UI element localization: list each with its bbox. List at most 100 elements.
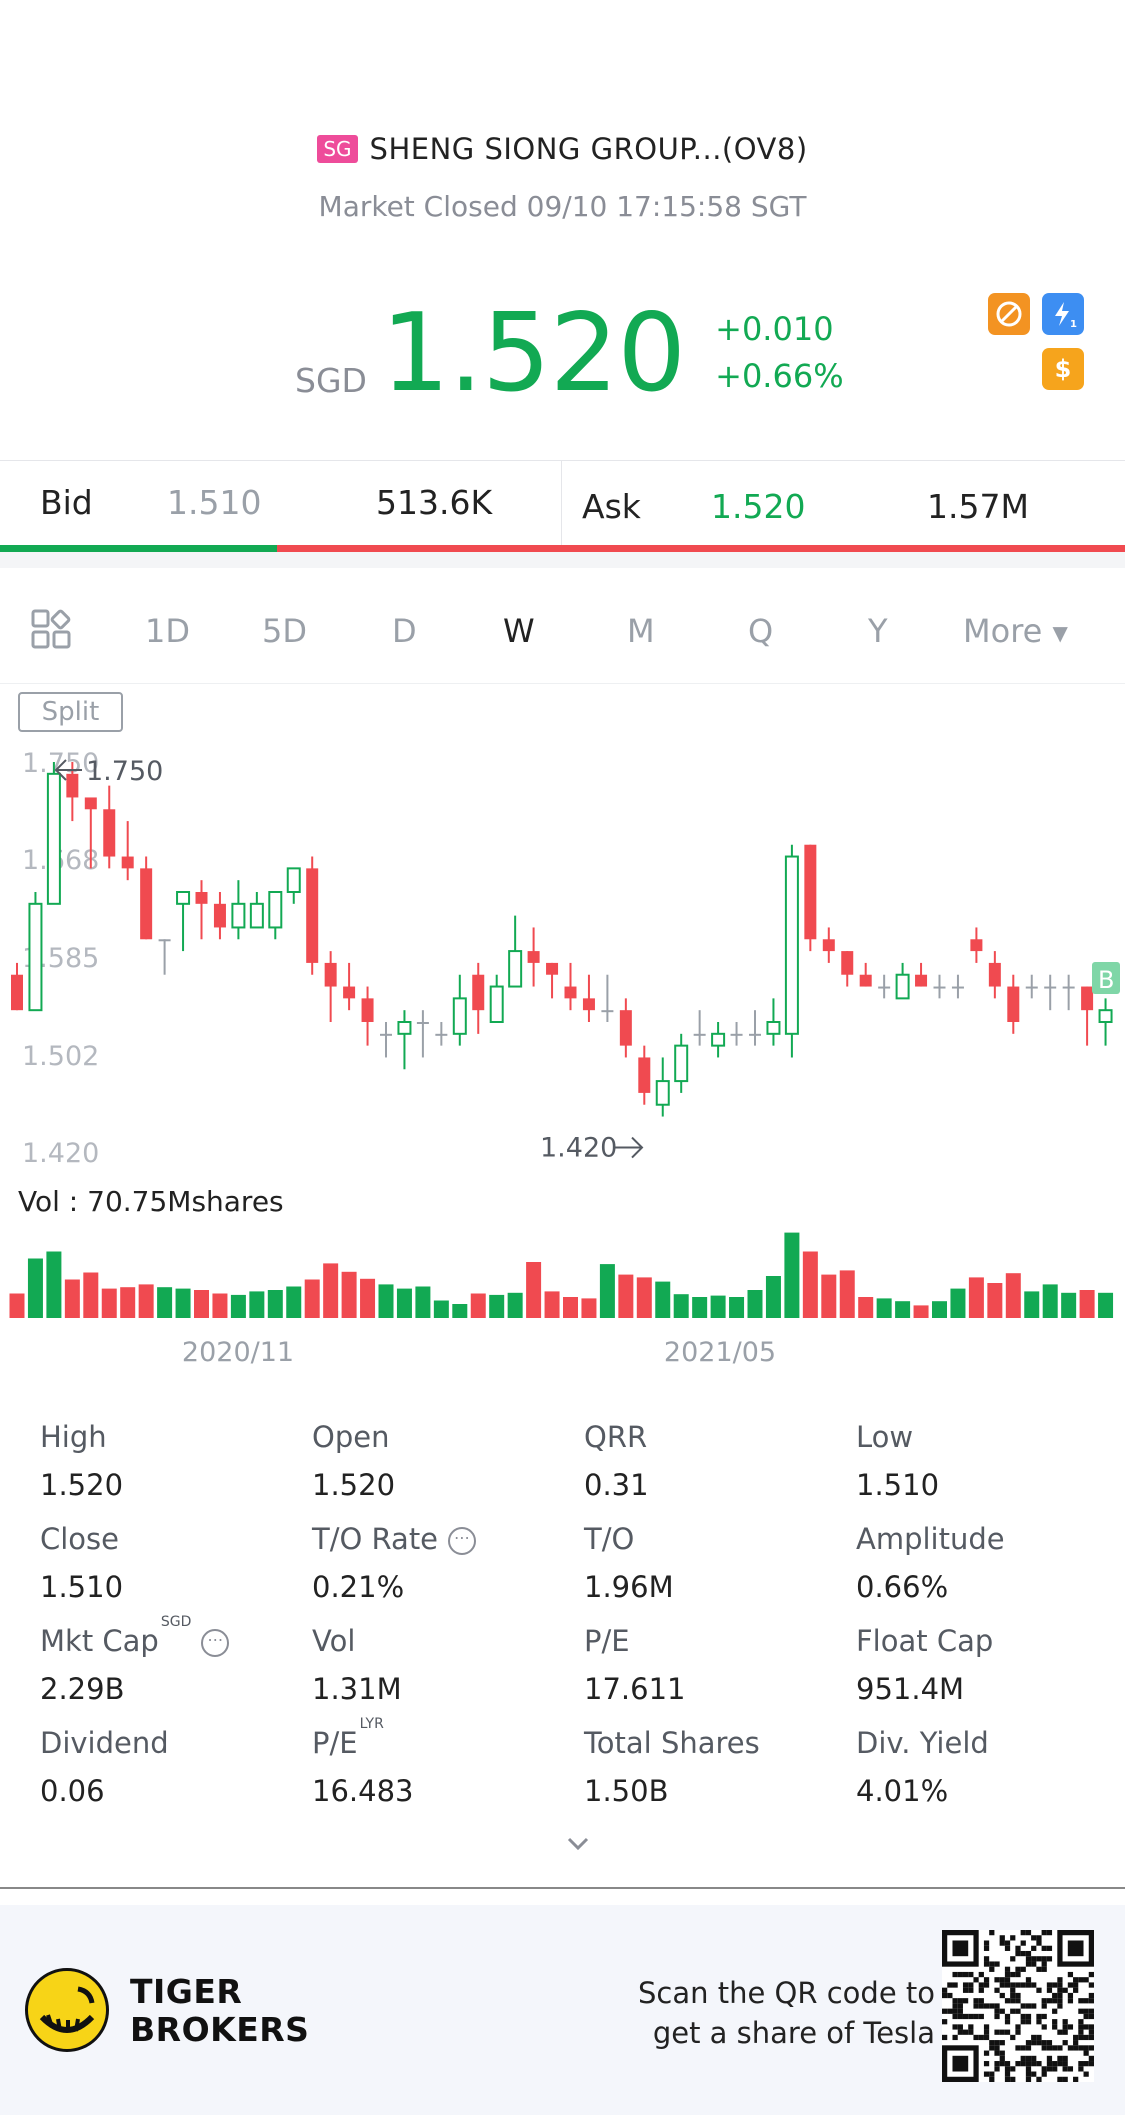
qr-module bbox=[978, 1998, 984, 2004]
qr-module bbox=[1057, 2061, 1063, 2067]
stat-label-text: Div. Yield bbox=[856, 1726, 989, 1760]
volume-bar bbox=[747, 1290, 763, 1318]
no-short-icon[interactable] bbox=[988, 293, 1030, 335]
candle-body bbox=[601, 1010, 614, 1013]
tab-m[interactable]: M bbox=[627, 612, 655, 650]
qr-module bbox=[952, 1998, 958, 2004]
qr-module bbox=[1078, 2066, 1084, 2072]
qr-module bbox=[962, 2013, 969, 2020]
volume-bar bbox=[1005, 1273, 1021, 1318]
qr-module bbox=[968, 2013, 974, 2020]
qr-module bbox=[983, 2024, 990, 2030]
stat-item: Close 1.510 bbox=[40, 1522, 310, 1604]
qr-module bbox=[1052, 1992, 1058, 1999]
volume-bar bbox=[692, 1297, 708, 1318]
candle-body bbox=[324, 962, 337, 987]
candle-body bbox=[380, 1033, 392, 1036]
stock-title-row[interactable]: SG SHENG SIONG GROUP...(OV8) bbox=[0, 132, 1125, 166]
split-toggle[interactable]: Split bbox=[18, 692, 123, 732]
tab-5d[interactable]: 5D bbox=[262, 612, 307, 650]
qr-module bbox=[999, 1992, 1005, 1999]
qr-module bbox=[1088, 2013, 1094, 2020]
qr-module bbox=[1083, 2050, 1089, 2056]
qr-module bbox=[1062, 2024, 1068, 2030]
more-info-icon[interactable]: ⋯ bbox=[448, 1527, 477, 1555]
qr-module bbox=[1067, 1940, 1084, 1957]
qr-module bbox=[1078, 2034, 1084, 2041]
high-marker-label: 1.750 bbox=[86, 756, 163, 787]
candlestick-chart[interactable]: 1.7501.6681.5851.5021.4201.7501.420B2020… bbox=[0, 740, 1125, 1380]
qr-module bbox=[1004, 1966, 1011, 1972]
qr-module bbox=[1067, 2066, 1074, 2072]
stat-label: Dividend bbox=[40, 1726, 310, 1760]
qr-module bbox=[1036, 2019, 1042, 2025]
qr-module bbox=[1062, 2061, 1068, 2067]
qr-module bbox=[942, 2008, 948, 2014]
qr-module bbox=[1057, 1977, 1063, 1983]
stat-value: 1.520 bbox=[312, 1468, 396, 1502]
qr-module bbox=[962, 1982, 969, 1988]
qr-module bbox=[1067, 2024, 1074, 2030]
lightning-level1-icon[interactable]: 1 bbox=[1042, 293, 1084, 335]
volume-bar bbox=[913, 1305, 929, 1318]
stat-label: P/ELYR bbox=[312, 1716, 582, 1760]
qr-module bbox=[1078, 2019, 1084, 2025]
stat-label-text: T/O bbox=[584, 1522, 635, 1556]
candle-body bbox=[158, 939, 171, 942]
volume-bar bbox=[120, 1287, 136, 1318]
chart-layout-icon[interactable] bbox=[30, 608, 74, 652]
qr-module bbox=[942, 1987, 948, 1993]
volume-bar bbox=[858, 1297, 874, 1318]
qr-module bbox=[957, 2024, 963, 2030]
qr-module bbox=[1062, 1987, 1068, 1993]
candle-body bbox=[452, 997, 467, 1035]
qr-module bbox=[999, 1940, 1005, 1946]
expand-chevron-icon[interactable] bbox=[566, 1832, 590, 1856]
stat-item: QRR 0.31 bbox=[584, 1420, 854, 1502]
volume-bar bbox=[987, 1283, 1003, 1318]
volume-bar bbox=[341, 1271, 357, 1318]
qr-caption-line2: get a share of Tesla bbox=[652, 2016, 935, 2050]
low-marker-label: 1.420 bbox=[540, 1133, 617, 1164]
tab-y[interactable]: Y bbox=[868, 612, 888, 650]
dollar-icon[interactable]: $ bbox=[1042, 348, 1084, 390]
candle-body bbox=[268, 891, 283, 929]
ask-strength-bar bbox=[277, 545, 1125, 553]
tab-w[interactable]: W bbox=[503, 612, 535, 650]
candle-body bbox=[582, 998, 595, 1011]
y-tick-label: 1.420 bbox=[22, 1138, 99, 1169]
qr-module bbox=[1020, 2061, 1026, 2067]
stat-label-text: Mkt Cap bbox=[40, 1624, 159, 1658]
qr-module bbox=[983, 2034, 990, 2041]
volume-bar bbox=[636, 1277, 652, 1318]
qr-module bbox=[1004, 1998, 1011, 2004]
candle-body bbox=[140, 868, 153, 940]
qr-module bbox=[1083, 2034, 1089, 2041]
stat-item: T/O Rate ⋯ 0.21% bbox=[312, 1522, 582, 1604]
volume-bar bbox=[46, 1251, 62, 1318]
stat-item: High 1.520 bbox=[40, 1420, 310, 1502]
candle-body bbox=[859, 974, 872, 987]
candle-body bbox=[1062, 986, 1075, 989]
tab-1d[interactable]: 1D bbox=[145, 612, 190, 650]
more-info-icon[interactable]: ⋯ bbox=[201, 1629, 230, 1657]
candle-body bbox=[988, 962, 1001, 987]
candle-body bbox=[674, 1044, 689, 1083]
qr-module bbox=[1062, 2066, 1068, 2072]
qr-module bbox=[1004, 2029, 1011, 2035]
stat-label: Low bbox=[856, 1420, 1125, 1454]
qr-code-icon[interactable] bbox=[942, 1930, 1094, 2082]
qr-module bbox=[1015, 1982, 1021, 1988]
qr-module bbox=[1078, 1998, 1084, 2004]
volume-bar bbox=[433, 1300, 449, 1318]
qr-module bbox=[962, 1987, 969, 1993]
tab-q[interactable]: Q bbox=[748, 612, 774, 650]
candle-body bbox=[766, 1021, 781, 1035]
brand-name: TIGER BROKERS bbox=[130, 1973, 309, 2049]
qr-module bbox=[1025, 2076, 1032, 2082]
qr-module bbox=[1015, 1998, 1021, 2004]
tab-d[interactable]: D bbox=[392, 612, 417, 650]
qr-module bbox=[1073, 2045, 1079, 2051]
qr-module bbox=[1057, 2076, 1063, 2082]
tab-more[interactable]: More ▼ bbox=[963, 612, 1068, 650]
